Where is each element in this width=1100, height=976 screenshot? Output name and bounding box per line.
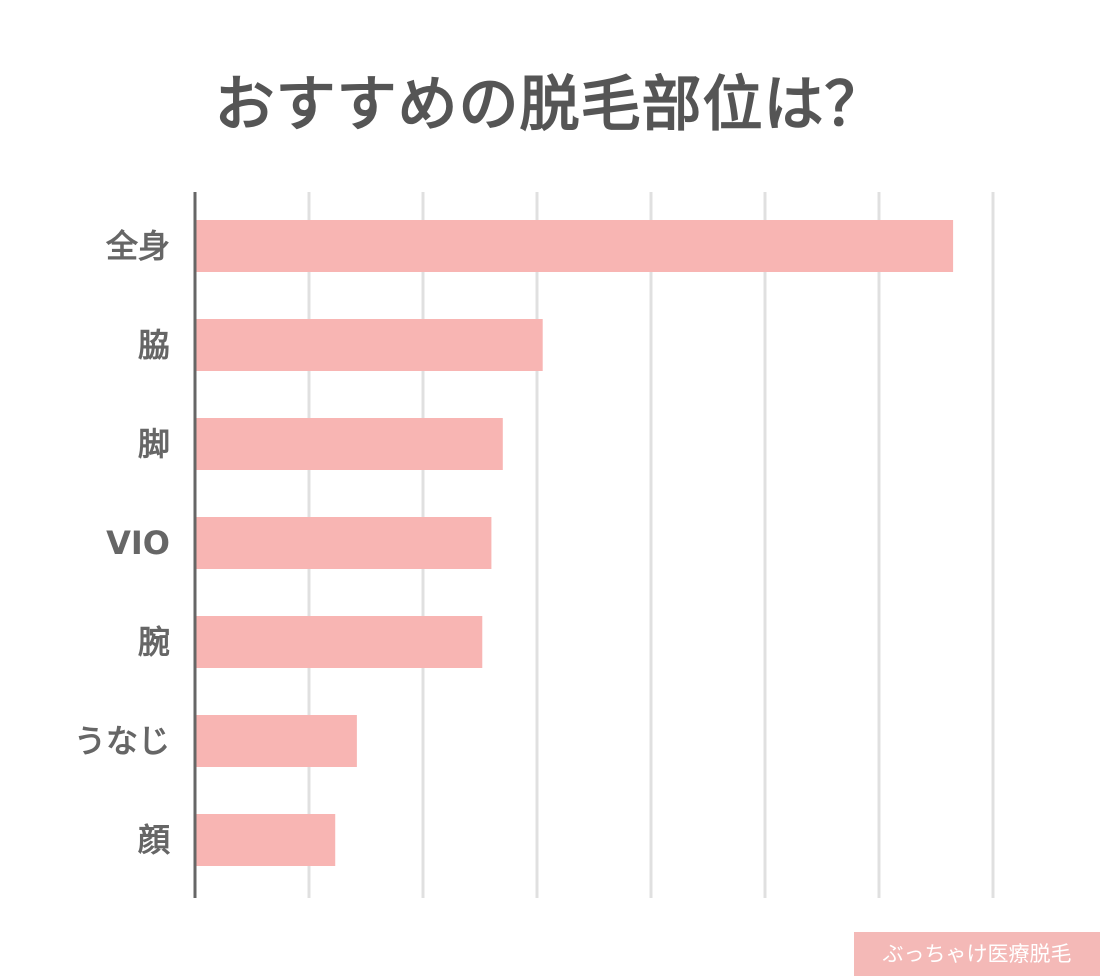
bar-2 — [195, 418, 503, 470]
bar-4 — [195, 616, 483, 668]
category-label-5: うなじ — [74, 722, 170, 760]
category-label-3: VIO — [106, 524, 170, 562]
category-label-1: 脇 — [138, 326, 170, 364]
watermark-badge: ぶっちゃけ医療脱毛 — [854, 932, 1100, 976]
bars — [195, 220, 954, 866]
bar-6 — [195, 814, 336, 866]
category-label-6: 顔 — [138, 821, 171, 859]
bar-1 — [195, 319, 543, 371]
bar-5 — [195, 715, 357, 767]
chart-title: おすすめの脱毛部位は？ — [214, 70, 886, 140]
bar-3 — [195, 517, 492, 569]
category-label-2: 脚 — [138, 425, 170, 463]
category-label-4: 腕 — [138, 623, 170, 661]
category-label-0: 全身 — [105, 227, 170, 265]
bar-0 — [195, 220, 954, 272]
